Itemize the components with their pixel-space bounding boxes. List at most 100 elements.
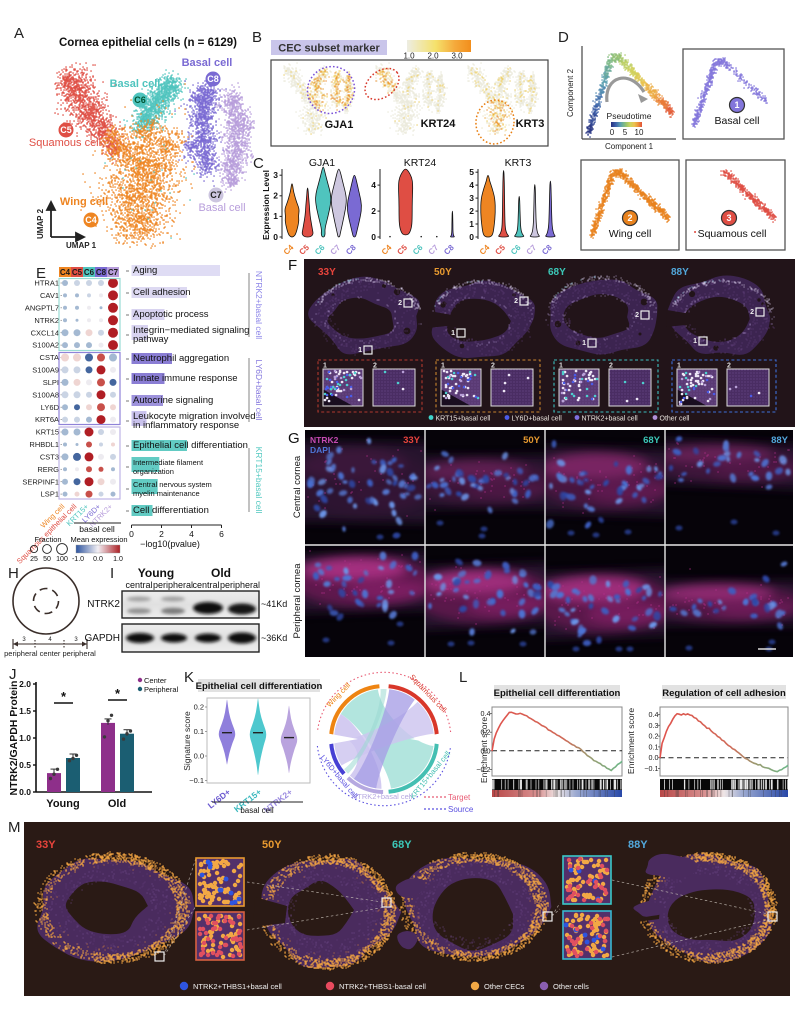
svg-text:33Y: 33Y	[318, 267, 336, 278]
svg-text:HTRA1: HTRA1	[34, 279, 59, 288]
svg-text:KRT15+basal cell: KRT15+basal cell	[254, 447, 264, 514]
svg-text:Component 1: Component 1	[605, 142, 654, 151]
svg-text:Source: Source	[448, 805, 474, 814]
svg-text:basal cell: basal cell	[79, 524, 115, 534]
svg-text:2: 2	[398, 300, 402, 307]
svg-text:Enrichment score: Enrichment score	[479, 717, 489, 783]
svg-text:1: 1	[273, 211, 278, 221]
svg-text:Young: Young	[46, 798, 79, 810]
svg-text:NTRK2/GAPDH Protein: NTRK2/GAPDH Protein	[8, 681, 20, 796]
svg-text:C8: C8	[96, 268, 107, 277]
svg-text:0.0: 0.0	[649, 753, 659, 762]
svg-text:Epithelial cell differentiatio: Epithelial cell differentiation	[196, 681, 323, 692]
svg-text:1: 1	[451, 330, 455, 337]
svg-text:Basal cell: Basal cell	[110, 78, 161, 90]
svg-text:0.2: 0.2	[481, 728, 491, 737]
svg-text:NTRK2+basal cell: NTRK2+basal cell	[254, 271, 264, 339]
svg-text:50Y: 50Y	[434, 267, 452, 278]
svg-text:5: 5	[469, 167, 474, 177]
svg-text:C6: C6	[134, 95, 146, 105]
svg-text:Innate immune response: Innate immune response	[133, 373, 238, 384]
svg-text:25: 25	[30, 556, 38, 563]
svg-text:KRT6A: KRT6A	[35, 415, 59, 424]
svg-text:Basal cell: Basal cell	[182, 57, 233, 69]
svg-text:Other cells: Other cells	[553, 982, 589, 991]
svg-text:G: G	[288, 430, 300, 447]
svg-text:Basal cell: Basal cell	[198, 202, 245, 214]
svg-text:SERPINF1: SERPINF1	[22, 477, 59, 486]
svg-text:2: 2	[635, 312, 639, 319]
svg-text:NTRK2: NTRK2	[310, 435, 339, 445]
svg-text:M: M	[8, 819, 21, 836]
svg-text:organization: organization	[133, 467, 174, 476]
svg-text:10: 10	[635, 128, 644, 137]
svg-text:3.0: 3.0	[451, 52, 463, 61]
svg-text:2.0: 2.0	[19, 679, 31, 689]
svg-text:Center: Center	[144, 676, 167, 685]
svg-text:0.2: 0.2	[194, 703, 204, 712]
svg-text:DAPI: DAPI	[310, 445, 330, 455]
svg-text:0.0: 0.0	[194, 752, 204, 761]
svg-text:50Y: 50Y	[262, 839, 282, 851]
svg-text:1.0: 1.0	[19, 733, 31, 743]
svg-text:S100A2: S100A2	[32, 341, 59, 350]
svg-text:Leukocyte migration involved: Leukocyte migration involved	[133, 411, 256, 422]
svg-text:KRT3: KRT3	[516, 118, 545, 130]
svg-text:3: 3	[22, 637, 26, 643]
svg-text:4: 4	[371, 180, 376, 190]
svg-text:2: 2	[727, 363, 731, 370]
svg-text:Autocrine signaling: Autocrine signaling	[133, 395, 213, 406]
svg-text:LY6D: LY6D	[41, 403, 60, 412]
svg-text:Peripheral: Peripheral	[144, 685, 179, 694]
svg-text:1.5: 1.5	[19, 706, 31, 716]
svg-text:Cornea epithelial cells (n = 6: Cornea epithelial cells (n = 6129)	[59, 37, 237, 49]
svg-text:2: 2	[371, 206, 376, 216]
svg-text:basal cell: basal cell	[240, 806, 274, 815]
svg-text:S100A9: S100A9	[32, 366, 59, 375]
svg-text:Intermediate filament: Intermediate filament	[133, 458, 204, 467]
svg-text:50: 50	[43, 556, 51, 563]
svg-text:100: 100	[56, 556, 68, 563]
svg-text:1.0: 1.0	[403, 52, 415, 61]
svg-text:50Y: 50Y	[523, 435, 541, 446]
svg-text:central: central	[125, 580, 152, 590]
svg-text:KRT24: KRT24	[421, 118, 457, 130]
svg-text:2: 2	[373, 363, 377, 370]
svg-text:Pseudotime: Pseudotime	[607, 111, 652, 121]
svg-text:3: 3	[469, 193, 474, 203]
svg-text:CEC subset marker: CEC subset marker	[278, 43, 380, 55]
svg-text:C8: C8	[207, 74, 219, 84]
svg-text:KRT24: KRT24	[404, 157, 437, 169]
svg-text:KRT15: KRT15	[36, 428, 59, 437]
svg-text:0.0: 0.0	[481, 746, 491, 755]
svg-text:1: 1	[677, 363, 681, 370]
svg-text:0.1: 0.1	[194, 727, 204, 736]
svg-text:B: B	[252, 29, 262, 46]
svg-text:1: 1	[441, 363, 445, 370]
svg-text:Epithelial cell differentiatio: Epithelial cell differentiation	[133, 440, 248, 451]
svg-text:1: 1	[358, 347, 362, 354]
svg-text:ANGPTL7: ANGPTL7	[25, 303, 59, 312]
svg-text:GJA1: GJA1	[309, 157, 335, 169]
svg-text:2.0: 2.0	[427, 52, 439, 61]
svg-text:~41Kd: ~41Kd	[261, 599, 287, 609]
svg-text:C7: C7	[108, 268, 119, 277]
svg-text:2: 2	[750, 309, 754, 316]
svg-text:C: C	[253, 155, 264, 172]
svg-text:0.0: 0.0	[19, 787, 31, 797]
svg-text:Epithelial cell differentiatio: Epithelial cell differentiation	[494, 688, 621, 699]
svg-text:K: K	[184, 669, 194, 686]
svg-text:F: F	[288, 257, 297, 274]
svg-text:D: D	[558, 29, 569, 46]
svg-text:−log10(pvalue): −log10(pvalue)	[140, 539, 200, 549]
svg-text:CXCL14: CXCL14	[31, 328, 59, 337]
svg-text:0: 0	[371, 232, 376, 242]
svg-text:6: 6	[219, 529, 224, 539]
svg-text:L: L	[459, 669, 467, 686]
svg-text:LY6D+basal cell: LY6D+basal cell	[254, 359, 264, 420]
svg-text:−0.1: −0.1	[189, 776, 204, 785]
svg-text:CAV1: CAV1	[40, 291, 59, 300]
svg-text:−0.2: −0.2	[476, 765, 490, 774]
svg-text:Old: Old	[108, 798, 126, 810]
svg-text:SLPI: SLPI	[43, 378, 59, 387]
